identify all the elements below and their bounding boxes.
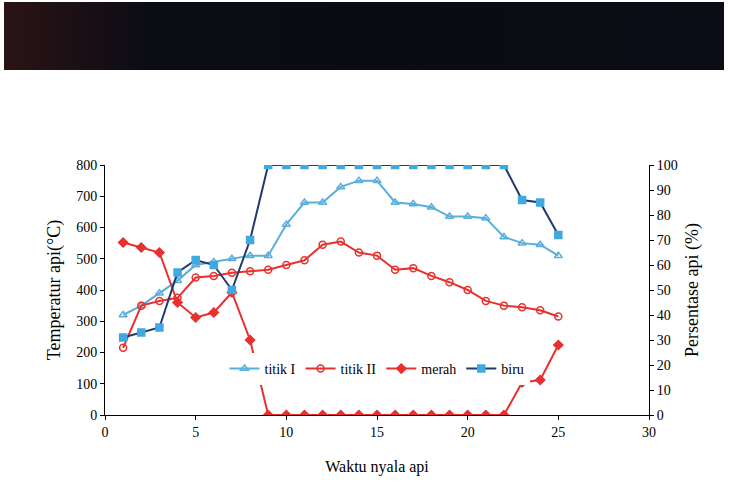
svg-text:40: 40 [657, 308, 671, 323]
svg-text:50: 50 [657, 283, 671, 298]
svg-text:biru: biru [501, 362, 524, 377]
svg-text:70: 70 [657, 233, 671, 248]
svg-text:5: 5 [192, 425, 199, 440]
svg-text:0: 0 [90, 408, 97, 423]
svg-text:600: 600 [76, 220, 97, 235]
svg-text:700: 700 [76, 189, 97, 204]
svg-text:20: 20 [461, 425, 475, 440]
svg-text:titik II: titik II [341, 362, 377, 377]
svg-text:60: 60 [657, 258, 671, 273]
svg-text:400: 400 [76, 283, 97, 298]
svg-text:100: 100 [657, 158, 678, 173]
svg-text:10: 10 [279, 425, 293, 440]
svg-text:Temperatur api(°C): Temperatur api(°C) [44, 220, 65, 360]
svg-text:merah: merah [421, 362, 456, 377]
svg-text:300: 300 [76, 314, 97, 329]
svg-text:25: 25 [551, 425, 565, 440]
svg-text:90: 90 [657, 183, 671, 198]
svg-text:titik I: titik I [265, 362, 296, 377]
svg-text:0: 0 [102, 425, 109, 440]
svg-text:30: 30 [642, 425, 656, 440]
svg-text:100: 100 [76, 377, 97, 392]
svg-text:30: 30 [657, 333, 671, 348]
svg-text:800: 800 [76, 158, 97, 173]
svg-text:Persentase api (%): Persentase api (%) [682, 223, 703, 357]
svg-text:20: 20 [657, 358, 671, 373]
svg-text:80: 80 [657, 208, 671, 223]
svg-text:10: 10 [657, 383, 671, 398]
svg-text:500: 500 [76, 252, 97, 267]
svg-text:200: 200 [76, 345, 97, 360]
svg-text:Waktu nyala api: Waktu nyala api [325, 458, 429, 476]
svg-text:15: 15 [370, 425, 384, 440]
svg-text:0: 0 [657, 408, 664, 423]
